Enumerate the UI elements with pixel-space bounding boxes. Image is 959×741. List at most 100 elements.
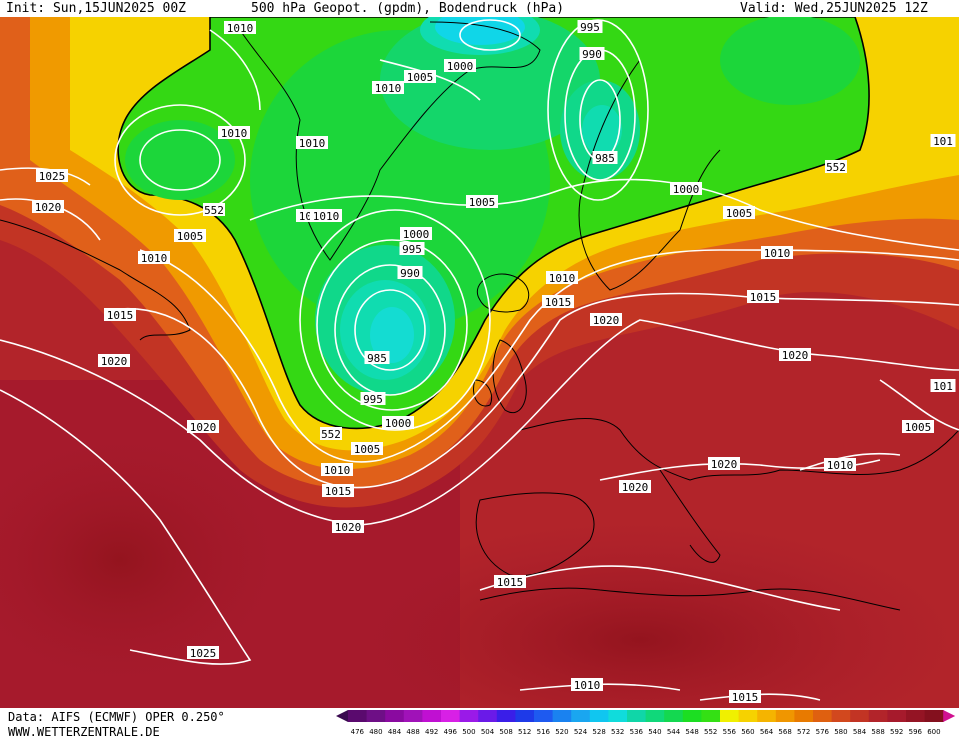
isobar-label-box	[708, 457, 740, 470]
colorbar-tick-label: 524	[574, 728, 588, 736]
greenland-coast	[239, 21, 541, 261]
colorbar-tick-label: 512	[518, 728, 531, 736]
contour-552-label: 552	[204, 204, 224, 217]
valid-time: Valid: Wed,25JUN2025 12Z	[740, 1, 928, 16]
colorbar-tick-label: 568	[778, 728, 791, 736]
colorbar-cell	[813, 710, 833, 722]
colorbar-tick-label: 500	[462, 728, 475, 736]
isobar-label: 1015	[732, 691, 759, 704]
isobar-label-box	[310, 209, 342, 222]
isobar-low-south-985	[354, 289, 426, 371]
isobar-label-box	[187, 646, 219, 659]
colorbar-tick-label: 480	[369, 728, 382, 736]
iberia-coast	[475, 492, 595, 577]
trough-544-north	[380, 17, 600, 150]
isobar-label-box	[364, 351, 390, 364]
isobar-1010-north	[209, 29, 261, 111]
isobar-label: 990	[400, 267, 420, 280]
north-africa-coast	[479, 587, 901, 611]
isobar-label-box	[218, 126, 250, 139]
colorbar-tick-label: 548	[685, 728, 698, 736]
isobar-label-box	[36, 169, 68, 182]
colorbar-cell	[738, 710, 758, 722]
isobar-label: 1000	[385, 417, 412, 430]
colorbar-tick-label: 592	[890, 728, 903, 736]
scandinavia-coast	[578, 59, 721, 291]
isobar-label-box	[542, 295, 574, 308]
colorbar-tick-label: 496	[444, 728, 458, 736]
isobar-label-layer: 1010 995 990 1000 1005 1010 1010 1010 985 1000 102…	[32, 20, 956, 704]
colorbar-tick-label: 600	[927, 728, 940, 736]
isobar-label-box	[404, 70, 436, 83]
isobar-label-box	[930, 134, 956, 147]
isobar-label-box	[723, 206, 755, 219]
isobar-label-box	[761, 246, 793, 259]
isobar-lines	[0, 19, 959, 701]
colorbar-tick-label: 536	[630, 728, 644, 736]
colorbar-cell	[534, 710, 554, 722]
colorbar-cell	[868, 710, 888, 722]
contour-label-box	[825, 160, 847, 173]
weather-map: 1010 995 990 1000 1005 1010 1010 1010 985 1000 102…	[0, 17, 959, 708]
map-title: 500 hPa Geopot. (gpdm), Bodendruck (hPa)	[251, 1, 565, 16]
isobar-label-box	[332, 520, 364, 533]
colorbar-cell	[366, 710, 386, 722]
colorbar-cell	[906, 710, 926, 722]
isobar-label-box	[397, 266, 423, 279]
field-warm-core-africa	[320, 520, 959, 708]
isobar-label: 1015	[107, 309, 134, 322]
italy-coast	[659, 469, 721, 563]
colorbar-tick-label: 532	[611, 728, 624, 736]
isobar-label-box	[670, 182, 702, 195]
isobar-1010-east	[799, 452, 901, 471]
website-url: WWW.WETTERZENTRALE.DE	[8, 725, 160, 739]
colorbar-tick-label: 488	[406, 728, 419, 736]
colorbar-tick-label: 484	[388, 728, 402, 736]
isobar-label-box	[466, 195, 498, 208]
isobar-label: 1005	[469, 196, 496, 209]
isobar-label: 985	[595, 152, 615, 165]
isobar-label: 101	[933, 135, 953, 148]
isobar-label: 1015	[325, 485, 352, 498]
isobar-label: 1010	[299, 137, 326, 150]
isobar-label-box	[372, 81, 404, 94]
isobar-label-box	[174, 229, 206, 242]
colorbar-cell	[441, 710, 461, 722]
isobar-low-south-995	[316, 239, 468, 411]
coastlines	[0, 21, 959, 611]
data-source: Data: AIFS (ECMWF) OPER 0.250°	[8, 710, 225, 724]
trough-548-northeast	[720, 17, 860, 105]
isobar-label-box	[138, 251, 170, 264]
isobar-label: 1005	[905, 421, 932, 434]
isobar-label-box	[824, 458, 856, 471]
europe-coast	[519, 418, 959, 481]
field-warm-core-atlantic	[0, 420, 300, 700]
colorbar-tick-label: 540	[648, 728, 661, 736]
isobar-label: 1000	[447, 60, 474, 73]
colorbar-cell	[887, 710, 907, 722]
isobar-label: 995	[363, 393, 383, 406]
colorbar-tick-label: 564	[760, 728, 774, 736]
colorbar-tick-label: 596	[909, 728, 923, 736]
isobar-low-south-990	[334, 264, 446, 396]
isobar-low-newfoundland-1005	[139, 129, 221, 191]
colorbar-cell	[775, 710, 795, 722]
isobar-label: 101	[933, 380, 953, 393]
colorbar-cell	[720, 710, 740, 722]
colorbar-cell	[459, 710, 479, 722]
colorbar-cell	[589, 710, 609, 722]
isobar-label: 1025	[39, 170, 66, 183]
contour-552-label: 552	[826, 161, 846, 174]
isobar-label: 995	[580, 21, 600, 34]
colorbar-cell	[422, 710, 442, 722]
isobar-label-box	[98, 354, 130, 367]
isobar-label: 1010	[375, 82, 402, 95]
colorbar-cell	[664, 710, 684, 722]
isobar-label: 1005	[354, 443, 381, 456]
isobar-label: 1010	[227, 22, 254, 35]
isobar-label-box	[382, 416, 414, 429]
isobar-label-box	[571, 678, 603, 691]
colorbar-cell	[701, 710, 721, 722]
isobar-label-box	[779, 348, 811, 361]
isobar-label: 1010	[141, 252, 168, 265]
